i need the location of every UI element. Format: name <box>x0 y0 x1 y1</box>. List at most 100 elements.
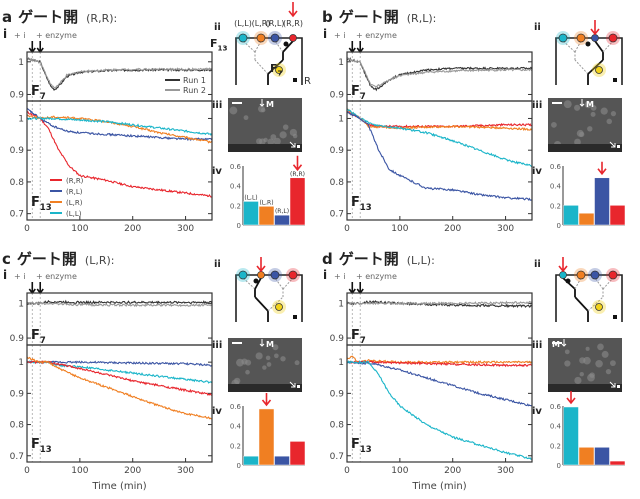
x-tick-label: 0 <box>344 466 350 476</box>
y-tick-label: 0.7 <box>330 210 344 220</box>
output-node-ll <box>238 33 248 43</box>
panel-title: a ゲート開 (R,R): <box>2 8 117 26</box>
x-tick-label: 100 <box>71 224 88 234</box>
legend-label: (L,L) <box>66 210 82 218</box>
output-node-label: (L,L) <box>234 19 252 28</box>
afm-image-speck <box>579 371 584 377</box>
bar-y-tick-label: 0.4 <box>230 423 242 431</box>
y-tick-label: 1 <box>18 58 24 68</box>
f13-label-sub: 13 <box>360 444 372 454</box>
output-node-rr <box>608 270 618 280</box>
inset-ii-label: ii <box>534 259 541 270</box>
f7-label: F7 <box>351 84 366 101</box>
f13-label-sub: 13 <box>40 202 52 212</box>
inset-iv-label: iv <box>532 406 542 417</box>
x-tick-label: 300 <box>497 466 514 476</box>
diagram-leaf-rl <box>594 277 604 290</box>
afm-image-speck <box>273 137 281 145</box>
x-tick-label: 0 <box>24 224 30 234</box>
panel-letter: c <box>2 250 11 268</box>
add-enzyme-label: + enzyme <box>356 31 397 40</box>
bar-category-label: (L,L) <box>244 194 257 201</box>
bar-y-tick-label: 0 <box>557 462 561 470</box>
f7-axes-frame <box>26 292 213 346</box>
afm-image-speck <box>597 343 604 351</box>
selected-bar-arrow-icon <box>292 155 303 172</box>
afm-image-speck <box>587 126 593 132</box>
y-tick-label: 1 <box>338 58 344 68</box>
panel-title: d ゲート開 (L,L): <box>322 250 435 268</box>
add-i-label: + i <box>14 31 25 40</box>
gate-node <box>595 66 603 74</box>
f13-axes-frame <box>346 100 533 221</box>
afm-image-speck <box>590 104 597 111</box>
f7-axes-frame <box>346 51 533 102</box>
diagram-leaf-ll <box>562 277 576 290</box>
afm-image-speck <box>595 359 603 368</box>
afm-image-speck <box>606 118 613 125</box>
series-line-rl <box>346 361 532 407</box>
output-node-label: (L,R) <box>252 19 271 28</box>
bar-ll <box>243 201 259 226</box>
scale-square-icon <box>293 78 297 82</box>
diagram-leaf-ll <box>242 40 256 53</box>
f7-label: F7 <box>351 328 366 345</box>
inset-i-label: i <box>323 27 327 41</box>
scale-square-icon <box>293 315 297 319</box>
f7-label-sub: 7 <box>360 335 366 345</box>
legend-label: (R,R) <box>66 177 84 185</box>
y-tick-label: 0.9 <box>10 146 25 156</box>
bar-ll <box>563 406 579 466</box>
series-line-ll <box>27 116 213 136</box>
x-tick-label: 100 <box>71 466 88 476</box>
panel-letter: d <box>322 250 333 268</box>
f7-label: F7 <box>31 328 46 345</box>
inset-i-label: i <box>3 27 7 41</box>
bar-y-tick-label: 0.6 <box>230 403 242 411</box>
panel-letter: a <box>2 8 12 26</box>
output-node-lr <box>576 33 586 43</box>
add-i-label: + i <box>334 31 345 40</box>
series-line-rl <box>26 107 213 142</box>
afm-image-edge <box>548 144 622 152</box>
add-enzyme-arrow-icon <box>36 41 44 54</box>
selected-bar-arrow-icon <box>566 390 576 405</box>
series-line-rl <box>346 111 532 201</box>
bar-y-tick-label: 0.4 <box>230 183 242 191</box>
output-node-ll <box>559 271 567 279</box>
diagram-leaf-rr <box>282 277 294 290</box>
f13-axes-frame <box>26 100 213 221</box>
output-node-lr <box>576 270 586 280</box>
afm-image-speck <box>279 131 287 139</box>
selected-bar-arrow-icon <box>597 161 607 176</box>
afm-image-speck <box>259 138 266 145</box>
series-line-run2 <box>346 300 532 306</box>
series-line-run2 <box>346 57 533 88</box>
output-node-rl <box>270 33 280 43</box>
afm-image-speck <box>579 357 586 364</box>
y-tick-label: 0.9 <box>10 90 25 100</box>
afm-image-speck <box>583 356 591 365</box>
series-line-ll <box>347 360 532 460</box>
bar-y-tick-label: 0 <box>557 222 561 230</box>
add-enzyme-label: + enzyme <box>36 31 77 40</box>
series-line-rr <box>26 360 212 396</box>
bar-rl <box>274 214 290 226</box>
y-tick-label: 0.9 <box>330 90 345 100</box>
f13-axes-frame <box>26 344 213 463</box>
output-node-lr <box>257 271 265 279</box>
afm-image-speck <box>564 360 571 367</box>
marker-arrow-icon <box>579 99 585 107</box>
y-tick-label: 0.9 <box>330 334 345 344</box>
series-line-lr <box>346 108 533 132</box>
diagram-leaf-rr <box>602 277 614 290</box>
bar-y-tick-label: 0.4 <box>550 183 562 191</box>
output-node-rr <box>608 33 618 43</box>
y-tick-label: 0.8 <box>10 421 25 431</box>
legend-run2: Run 2 <box>183 86 206 95</box>
series-line-ll <box>26 360 213 384</box>
f13-axes-frame <box>346 344 533 463</box>
image-marker-label: M <box>266 100 274 109</box>
afm-image-speck <box>289 128 298 137</box>
